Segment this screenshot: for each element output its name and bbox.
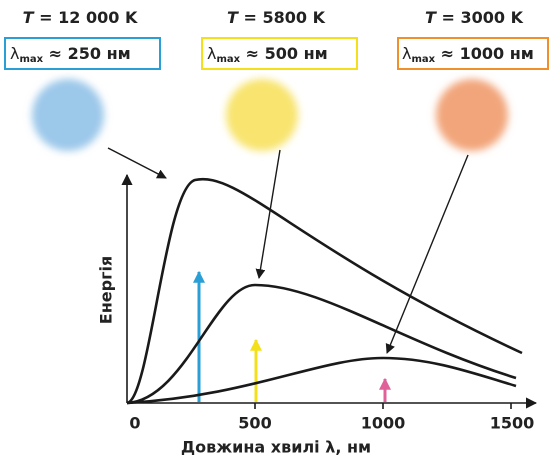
- star-color: [226, 79, 298, 151]
- temperature: T = 5800 K: [227, 8, 326, 27]
- y-axis-label: Енергія: [97, 256, 116, 324]
- x-tick-label: 1000: [361, 414, 406, 433]
- temperature: T = 12 000 K: [23, 8, 138, 27]
- peak-label: λmax ≈ 250 нм: [10, 44, 131, 66]
- x-tick-label: 0: [129, 414, 140, 433]
- x-axis-label: Довжина хвилі λ, нм: [181, 438, 371, 457]
- temperature: T = 3000 K: [425, 8, 524, 27]
- peak-label: λmax ≈ 500 нм: [207, 44, 328, 66]
- star-color: [32, 79, 104, 151]
- curve: [126, 283, 517, 405]
- x-tick-label: 500: [238, 414, 271, 433]
- label-box: [201, 37, 358, 70]
- label-box: [397, 37, 549, 70]
- curve: [126, 177, 523, 405]
- pointer: [107, 147, 167, 179]
- curve: [126, 356, 517, 405]
- star-color: [436, 79, 508, 151]
- peak-label: λmax ≈ 1000 нм: [402, 44, 534, 66]
- pointer: [255, 149, 281, 279]
- label-box: [4, 37, 161, 70]
- pointer: [385, 154, 469, 354]
- x-tick-label: 1500: [490, 414, 535, 433]
